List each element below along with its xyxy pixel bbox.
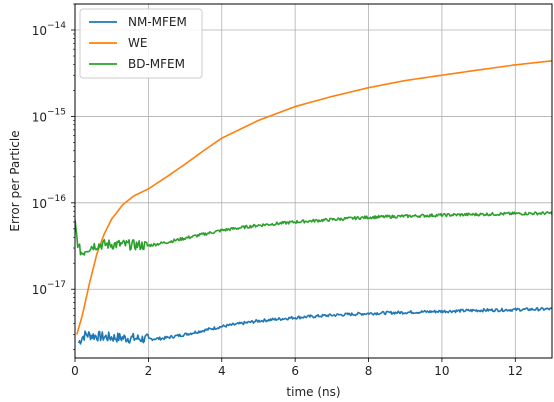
axes-frame [74,3,553,359]
x-axis: 0 2 4 6 8 10 12 [71,358,523,378]
legend-label: NM-MFEM [128,15,187,29]
legend-label: WE [128,36,147,50]
x-tick-label: 4 [218,364,226,378]
x-tick-label: 6 [291,364,299,378]
y-axis: 10−17 10−16 10−15 10−14 [32,3,75,350]
y-tick-label: 10−17 [32,280,66,297]
x-tick-label: 2 [145,364,153,378]
x-tick-label: 8 [365,364,373,378]
legend: NM-MFEM WE BD-MFEM [79,8,203,79]
x-axis-label: time (ns) [286,385,340,399]
legend-box [79,8,203,79]
series-line-3 [75,210,552,256]
y-axis-label: Error per Particle [8,130,22,231]
legend-label: BD-MFEM [128,57,185,71]
x-tick-label: 0 [71,364,79,378]
y-tick-label: 10−15 [32,107,66,124]
x-tick-label: 10 [434,364,449,378]
y-tick-label: 10−14 [32,21,67,38]
series-lines [75,60,552,345]
series-line-1 [77,306,552,345]
y-tick-label: 10−16 [32,194,67,211]
series-line-2 [76,60,552,335]
x-tick-label: 12 [508,364,523,378]
